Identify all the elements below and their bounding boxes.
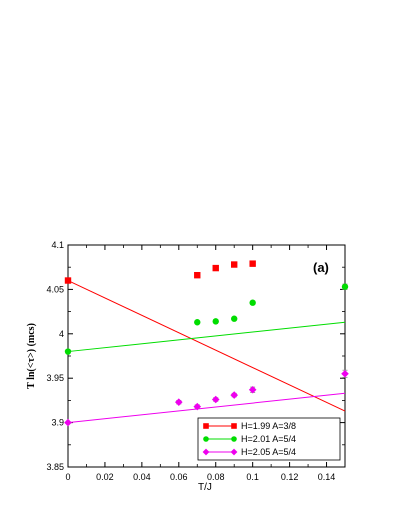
- data-point: [212, 264, 219, 272]
- data-point: [341, 283, 349, 290]
- fit-line: [67, 392, 346, 424]
- legend-marker: [230, 448, 238, 456]
- y-tick-label: 4.05: [46, 284, 64, 294]
- y-axis-label: T ln(<τ>) (mcs): [26, 323, 37, 389]
- legend-label: H=2.05 A=5/4: [241, 447, 296, 457]
- data-point: [231, 315, 238, 322]
- x-tick-label: 0.1: [246, 472, 259, 482]
- data-point: [194, 271, 201, 279]
- legend-label: H=2.01 A=5/4: [241, 434, 296, 444]
- x-tick-label: 0.04: [133, 472, 151, 482]
- data-point: [175, 398, 183, 406]
- fit-lines: [67, 280, 346, 424]
- data-point: [194, 319, 201, 326]
- data-point: [341, 369, 349, 378]
- legend: H=1.99 A=3/8 H=2.01 A=5/4 H=2.05 A=5/4: [197, 417, 341, 461]
- fit-line: [67, 280, 346, 412]
- legend-marker: [231, 436, 237, 442]
- y-tick-label: 3.9: [51, 418, 64, 428]
- x-tick-label: 0.12: [281, 472, 299, 482]
- panel-annotation: (a): [313, 260, 329, 275]
- x-tick-label: 0.06: [170, 472, 188, 482]
- legend-marker: [203, 436, 209, 442]
- legend-marker: [203, 423, 209, 429]
- y-tick-label: 3.85: [46, 462, 64, 472]
- legend-label: H=1.99 A=3/8: [241, 421, 296, 431]
- data-point: [231, 261, 238, 268]
- data-points: [64, 260, 349, 427]
- data-point: [193, 402, 202, 411]
- data-point: [249, 299, 256, 306]
- x-axis-label: T/J: [198, 482, 212, 493]
- fit-intercept-point: [64, 277, 72, 284]
- y-tick-label: 4.1: [51, 240, 64, 250]
- legend-marker: [231, 423, 237, 429]
- y-tick-label: 4: [59, 329, 64, 339]
- data-point: [211, 395, 220, 404]
- fit-line: [67, 321, 346, 353]
- fit-intercept-point: [64, 348, 72, 355]
- x-tick-label: 0: [65, 472, 70, 482]
- x-tick-label: 0.14: [318, 472, 336, 482]
- axis-ticks: 0 0.02 0.04 0.06 0.08 0.1 0.12 0.14 3.85 3.9 3.95 4…: [46, 240, 345, 482]
- legend-marker: [202, 448, 210, 456]
- fit-intercept-point: [64, 418, 72, 427]
- data-point: [249, 260, 256, 267]
- x-tick-label: 0.08: [207, 472, 225, 482]
- data-point: [248, 385, 257, 394]
- data-point: [230, 391, 238, 399]
- x-tick-label: 0.02: [96, 472, 114, 482]
- data-point: [212, 318, 219, 325]
- y-tick-label: 3.95: [46, 373, 64, 383]
